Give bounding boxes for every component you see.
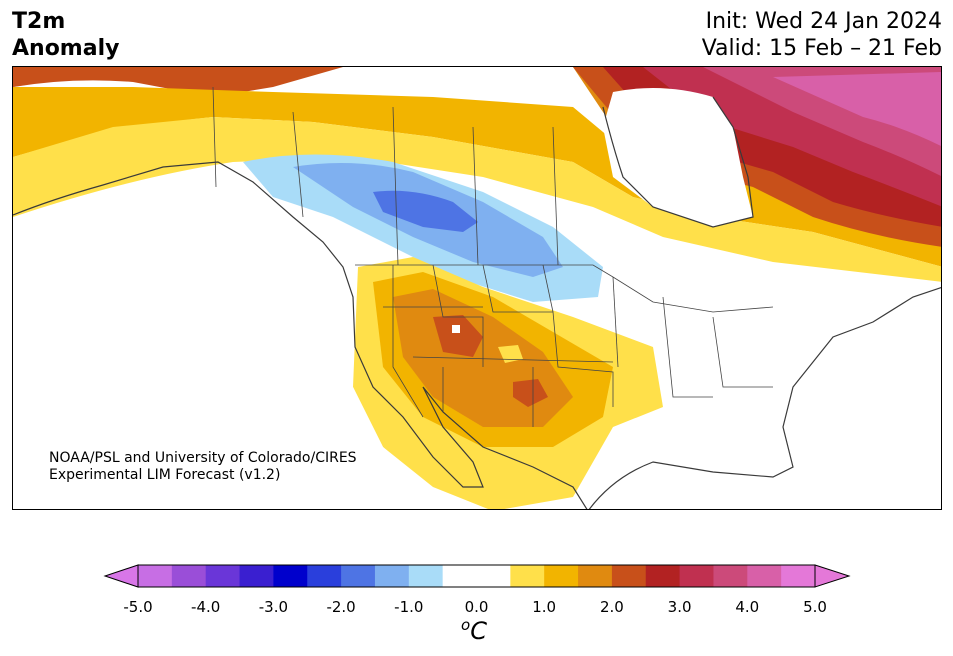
unit-label: C (470, 617, 487, 645)
valid-range: Valid: 15 Feb – 21 Feb (701, 36, 942, 61)
colorbar-swatch (408, 565, 444, 587)
credit-line-2: Experimental LIM Forecast (v1.2) (49, 467, 281, 483)
colorbar-tick-label: 1.0 (532, 598, 557, 616)
colorbar-swatch (307, 565, 342, 587)
map-canvas (13, 67, 941, 509)
colorbar-swatch (239, 565, 274, 587)
colorbar-swatch (679, 565, 714, 587)
colorbar-tick-label: 2.0 (599, 598, 624, 616)
colorbar-tick-label: 4.0 (735, 598, 760, 616)
map-title: T2m Anomaly (12, 8, 119, 62)
colorbar-swatch (781, 565, 816, 587)
colorbar-tick-label: -1.0 (394, 598, 424, 616)
colorbar-swatch (476, 565, 511, 587)
warm-spot (498, 345, 523, 363)
colorbar-swatch (205, 565, 241, 587)
warm-southwest-4 (433, 315, 483, 357)
colorbar-tick-label: 3.0 (667, 598, 692, 616)
colorbar-swatch (578, 565, 613, 587)
colorbar-swatch (747, 565, 782, 587)
init-date: Init: Wed 24 Jan 2024 (705, 9, 942, 34)
anomaly-map (12, 66, 942, 510)
coastlines (13, 96, 941, 509)
colorbar-tick-label: 5.0 (803, 598, 827, 616)
colorbar-swatch (273, 565, 308, 587)
colorbar-tick-label: -2.0 (326, 598, 356, 616)
colorbar-swatch (374, 565, 410, 587)
warm-southwest-5 (513, 379, 548, 407)
colorbar-tick-label: -3.0 (258, 598, 289, 616)
degree-mark: o (461, 616, 471, 634)
pacific-ocean (13, 237, 451, 509)
title-line-2: Anomaly (12, 36, 120, 61)
warm-core-quebec-5 (773, 72, 941, 147)
title-line-1: T2m (12, 9, 66, 34)
atlantic-ocean (779, 287, 941, 509)
colorbar (103, 563, 851, 589)
hudson-bay (603, 88, 753, 227)
colorbar-border (137, 564, 816, 588)
colorbar-swatch (713, 565, 748, 587)
colorbar-swatch (544, 565, 579, 587)
cold-anomaly-dark (373, 190, 478, 232)
colorbar-swatch (611, 565, 647, 587)
colorbar-swatch (510, 565, 545, 587)
colorbar-svg (103, 564, 851, 588)
warm-band-alaska-inner (13, 67, 343, 97)
colorbar-swatch (171, 565, 207, 587)
colorbar-tick-label: -5.0 (123, 598, 153, 616)
colorbar-over-arrow (814, 564, 851, 588)
colorbar-swatch (442, 565, 477, 587)
colorbar-swatch (645, 565, 681, 587)
political-borders (212, 86, 774, 427)
forecast-credit: NOAA/PSL and University of Colorado/CIRE… (49, 450, 357, 484)
credit-line-1: NOAA/PSL and University of Colorado/CIRE… (49, 450, 357, 466)
white-spot (452, 325, 460, 333)
light-yellow-band-north (13, 117, 941, 282)
forecast-dates: Init: Wed 24 Jan 2024 Valid: 15 Feb – 21… (702, 8, 942, 62)
colorbar-tick-label: -4.0 (191, 598, 221, 616)
colorbar-swatch (341, 565, 376, 587)
colorbar-swatch (138, 565, 173, 587)
yellow-band-north (13, 87, 941, 267)
colorbar-tick-label: 0.0 (464, 598, 489, 616)
colorbar-unit: oC (461, 616, 487, 645)
colorbar-under-arrow (103, 564, 139, 588)
